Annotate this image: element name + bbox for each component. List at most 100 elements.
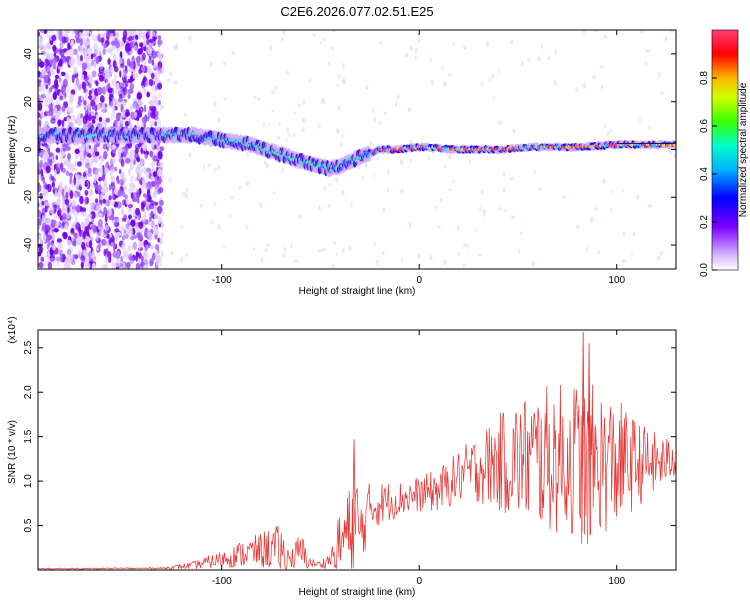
noise-blob: [136, 197, 140, 204]
noise-blob: [96, 205, 102, 211]
noise-blob: [400, 258, 404, 263]
snr-ylabel: SNR (10 * v/v): [7, 420, 18, 484]
noise-blob: [118, 82, 125, 89]
noise-blob: [213, 201, 216, 207]
noise-blob: [41, 225, 46, 232]
noise-blob: [48, 103, 53, 111]
noise-blob: [69, 44, 72, 50]
noise-blob: [116, 121, 121, 129]
noise-blob: [312, 33, 316, 37]
noise-blob: [61, 212, 67, 220]
noise-blob: [46, 65, 50, 72]
noise-blob: [125, 146, 129, 154]
noise-blob: [54, 74, 60, 80]
noise-blob: [79, 195, 84, 205]
noise-blob: [91, 250, 96, 259]
noise-blob: [582, 30, 586, 35]
noise-blob: [95, 46, 101, 54]
noise-blob: [146, 181, 153, 190]
noise-blob: [151, 161, 155, 169]
noise-blob: [38, 209, 42, 218]
noise-blob: [91, 70, 97, 78]
x-tick-label: 100: [608, 275, 625, 286]
noise-blob: [88, 114, 92, 122]
noise-blob: [128, 35, 133, 42]
noise-blob: [50, 69, 55, 76]
noise-blob: [92, 34, 98, 42]
noise-blob: [109, 30, 115, 34]
noise-blob: [91, 119, 96, 124]
snr-series-line: [38, 384, 676, 570]
noise-blob: [146, 38, 150, 46]
x-tick-label: 0: [416, 576, 422, 587]
noise-blob: [43, 74, 48, 84]
noise-blob: [452, 41, 456, 47]
noise-blob: [207, 162, 212, 168]
noise-blob: [362, 175, 365, 180]
noise-blob: [45, 165, 51, 174]
noise-blob: [180, 224, 183, 229]
noise-blob: [94, 80, 99, 85]
noise-blob: [188, 35, 192, 42]
noise-blob: [53, 214, 58, 220]
noise-blob: [157, 49, 161, 57]
noise-blob: [159, 146, 165, 152]
noise-blob: [128, 168, 131, 176]
noise-blob: [84, 189, 89, 196]
y-tick-label: 2.5: [23, 340, 34, 354]
noise-blob: [638, 117, 642, 123]
noise-blob: [404, 52, 409, 58]
noise-blob: [132, 241, 137, 251]
noise-blob: [630, 252, 634, 255]
noise-blob: [517, 248, 521, 255]
noise-blob: [592, 74, 596, 80]
noise-blob: [72, 167, 77, 172]
noise-blob: [87, 95, 93, 100]
noise-blob: [41, 207, 46, 216]
noise-blob: [110, 114, 115, 119]
noise-blob: [65, 73, 69, 81]
noise-blob: [387, 169, 390, 175]
x-tick-label: 100: [608, 576, 625, 587]
noise-blob: [151, 84, 156, 94]
noise-blob: [130, 104, 134, 111]
noise-blob: [43, 30, 48, 35]
noise-blob: [282, 253, 286, 258]
noise-blob: [120, 255, 123, 262]
noise-blob: [95, 56, 100, 64]
noise-blob: [89, 203, 95, 208]
noise-blob: [131, 40, 135, 49]
noise-blob: [271, 109, 275, 113]
noise-blob: [51, 34, 57, 42]
noise-blob: [52, 44, 57, 53]
noise-blob: [103, 43, 108, 49]
noise-blob: [430, 79, 435, 85]
noise-blob: [538, 187, 542, 192]
noise-blob: [59, 48, 65, 57]
noise-blob: [673, 265, 676, 268]
noise-blob: [73, 176, 77, 186]
noise-blob: [185, 252, 188, 258]
noise-blob: [143, 104, 147, 113]
noise-blob: [379, 41, 383, 45]
noise-blob: [138, 143, 142, 148]
noise-blob: [58, 58, 63, 67]
noise-blob: [66, 107, 72, 113]
noise-blob: [621, 258, 626, 264]
noise-blob: [63, 117, 68, 122]
noise-blob: [151, 59, 155, 66]
noise-blob: [148, 58, 152, 64]
noise-blob: [257, 97, 261, 101]
noise-blob: [100, 264, 107, 269]
noise-blob: [74, 148, 80, 155]
noise-blob: [372, 174, 376, 178]
noise-blob: [95, 114, 99, 121]
noise-blob: [43, 44, 47, 52]
noise-blob: [111, 78, 117, 86]
noise-blob: [600, 65, 604, 70]
noise-blob: [576, 224, 579, 230]
noise-blob: [144, 244, 148, 252]
noise-blob: [365, 85, 369, 90]
noise-blob: [150, 175, 155, 181]
noise-blob: [119, 178, 125, 186]
